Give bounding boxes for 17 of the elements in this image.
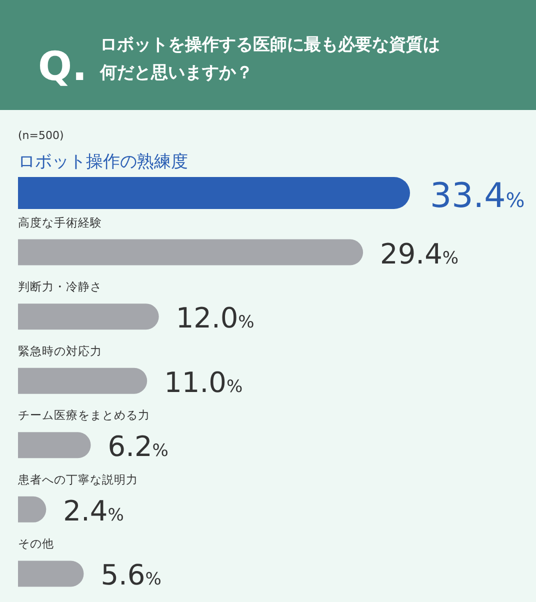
data-label: 5.6% xyxy=(100,558,162,592)
y-tick-label: その他 xyxy=(18,536,54,551)
text: Q. xyxy=(38,44,88,90)
y-tick-label: ロボット操作の熟練度 xyxy=(18,152,188,172)
y-tick-label: 高度な手術経験 xyxy=(18,215,102,230)
data-label: 2.4% xyxy=(63,494,124,528)
y-tick-label: チーム医療をまとめる力 xyxy=(18,408,150,422)
chart-title: ロボットを操作する医師に最も必要な資質は何だと思いますか？ xyxy=(99,35,440,83)
chart-subtitle: (n=500) xyxy=(18,129,64,142)
data-label: 6.2% xyxy=(108,430,168,464)
data-label: 12.0% xyxy=(176,302,254,335)
data-label: 29.4% xyxy=(380,237,459,270)
data-label: 11.0% xyxy=(164,366,243,399)
y-tick-label: 判断力・冷静さ xyxy=(18,280,102,294)
y-tick-label: 緊急時の対応力 xyxy=(18,344,102,358)
data-label: 33.4% xyxy=(430,176,525,216)
y-tick-label: 患者への丁寧な説明力 xyxy=(17,472,138,486)
